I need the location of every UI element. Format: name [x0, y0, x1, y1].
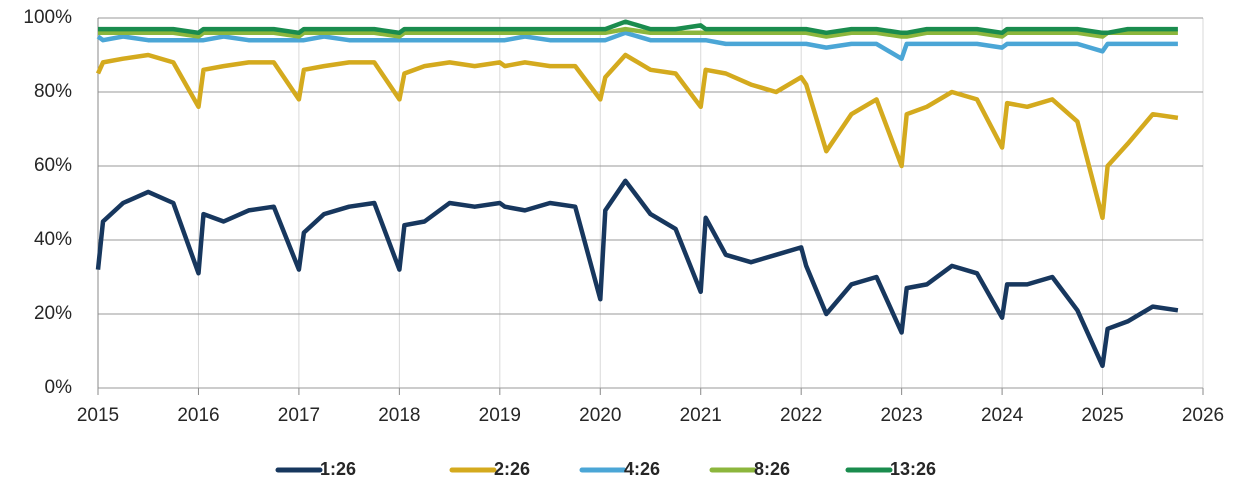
x-tick-label: 2026 [1182, 405, 1224, 426]
legend-label: 13:26 [890, 459, 936, 479]
x-tick-label: 2020 [579, 405, 621, 426]
y-tick-label: 80% [34, 81, 72, 102]
x-tick-label: 2023 [880, 405, 922, 426]
y-tick-label: 40% [34, 229, 72, 250]
series-line [95, 52, 1179, 221]
x-tick-label: 2015 [77, 405, 119, 426]
x-tick-label: 2021 [680, 405, 722, 426]
series-line [98, 26, 1178, 39]
series-line [98, 19, 1178, 36]
x-tick-label: 2019 [479, 405, 521, 426]
x-tick-label: 2017 [278, 405, 320, 426]
legend-label: 2:26 [494, 459, 530, 479]
x-tick-label: 2024 [981, 405, 1024, 426]
x-tick-label: 2018 [378, 405, 420, 426]
x-tick-label: 2025 [1081, 405, 1123, 426]
legend-label: 8:26 [754, 459, 790, 479]
x-tick-label: 2022 [780, 405, 822, 426]
x-tick-label: 2016 [177, 405, 219, 426]
y-tick-label: 100% [23, 7, 72, 28]
series-line [96, 30, 1178, 61]
y-tick-label: 20% [34, 303, 72, 324]
y-tick-label: 60% [34, 155, 72, 176]
series-line [95, 178, 1179, 369]
legend-label: 1:26 [320, 459, 356, 479]
legend-label: 4:26 [624, 459, 660, 479]
y-tick-label: 0% [45, 377, 73, 398]
